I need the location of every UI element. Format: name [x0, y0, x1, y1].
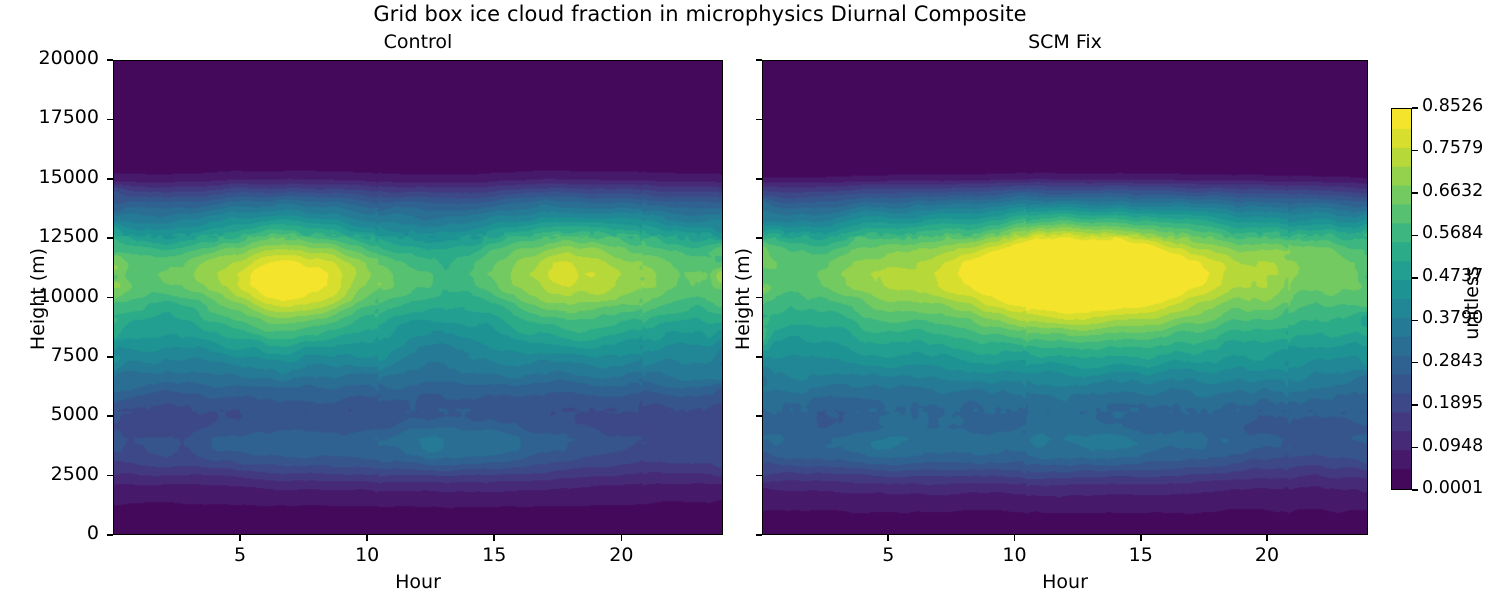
- x-tick-mark: [1013, 535, 1016, 541]
- x-tick-label: 20: [609, 544, 634, 566]
- colorbar-tick-mark: [1412, 404, 1418, 406]
- y-tick-mark: [107, 296, 113, 299]
- y-tick-mark: [756, 415, 762, 418]
- y-tick-label: 5000: [50, 403, 99, 426]
- y-tick-label: 7500: [50, 343, 99, 366]
- y-tick-mark: [107, 415, 113, 418]
- y-tick-mark: [756, 177, 762, 180]
- y-tick-label: 2500: [50, 462, 99, 485]
- colorbar[interactable]: [1391, 108, 1412, 490]
- x-tick-mark: [366, 535, 368, 541]
- colorbar-tick-label: 0.8526: [1422, 96, 1484, 116]
- x-tick-label: 5: [882, 544, 895, 566]
- colorbar-title: unitless: [1461, 266, 1483, 340]
- x-tick-mark: [1139, 535, 1142, 541]
- y-tick-mark: [756, 59, 762, 61]
- y-tick-mark: [756, 474, 762, 477]
- y-tick-mark: [107, 474, 113, 477]
- colorbar-tick-label: 0.1895: [1422, 393, 1484, 414]
- y-tick-mark: [107, 237, 113, 239]
- contour-canvas-scm-fix: [763, 61, 1367, 534]
- contour-canvas-control: [114, 61, 722, 534]
- y-tick-mark: [756, 237, 762, 239]
- y-tick-mark: [756, 534, 762, 536]
- x-tick-label: 10: [1002, 544, 1027, 566]
- colorbar-tick-label: 0.3790: [1422, 308, 1484, 329]
- y-tick-mark: [107, 59, 113, 61]
- colorbar-tick-mark: [1412, 489, 1418, 491]
- colorbar-tick-label: 0.2843: [1422, 350, 1484, 371]
- y-tick-mark: [756, 356, 762, 358]
- y-axis-label-scm-fix: Height (m): [732, 247, 754, 351]
- figure-suptitle: Grid box ice cloud fraction in microphys…: [373, 2, 1027, 26]
- y-tick-label: 20000: [38, 47, 99, 69]
- x-tick-mark: [620, 535, 623, 541]
- y-tick-label: 15000: [38, 165, 99, 188]
- panel-title-control: Control: [383, 31, 453, 53]
- colorbar-tick-mark: [1412, 149, 1418, 152]
- y-tick-label: 12500: [38, 225, 99, 248]
- x-tick-label: 15: [482, 544, 507, 566]
- x-tick-label: 10: [355, 544, 380, 566]
- y-tick-mark: [107, 356, 113, 358]
- colorbar-tick-mark: [1412, 361, 1418, 364]
- colorbar-tick-label: 0.0001: [1422, 478, 1484, 498]
- colorbar-tick-label: 0.0948: [1422, 435, 1484, 456]
- colorbar-tick-mark: [1412, 192, 1418, 194]
- y-tick-mark: [756, 118, 762, 121]
- x-tick-mark: [493, 535, 496, 541]
- y-tick-label: 17500: [38, 106, 99, 129]
- colorbar-tick-label: 0.6632: [1422, 180, 1484, 201]
- y-tick-mark: [107, 118, 113, 121]
- colorbar-tick-mark: [1412, 446, 1418, 449]
- y-tick-mark: [107, 534, 113, 536]
- x-axis-label-scm-fix: Hour: [1042, 571, 1088, 593]
- x-axis-label-control: Hour: [395, 571, 441, 593]
- x-tick-mark: [1266, 535, 1268, 541]
- colorbar-tick-mark: [1412, 234, 1418, 237]
- colorbar-tick-mark: [1412, 277, 1418, 279]
- plot-area-scm-fix[interactable]: [762, 60, 1368, 535]
- x-tick-mark: [887, 535, 890, 541]
- x-tick-mark: [239, 535, 241, 541]
- colorbar-tick-label: 0.7579: [1422, 138, 1484, 159]
- y-tick-label: 0: [86, 522, 99, 544]
- x-tick-label: 5: [234, 544, 247, 566]
- colorbar-tick-label: 0.4737: [1422, 265, 1484, 286]
- y-tick-label: 10000: [38, 284, 99, 307]
- colorbar-tick-label: 0.5684: [1422, 223, 1484, 244]
- panel-title-scm-fix: SCM Fix: [1028, 31, 1102, 53]
- x-tick-label: 15: [1128, 544, 1153, 566]
- colorbar-tick-mark: [1412, 319, 1418, 322]
- y-tick-mark: [107, 177, 113, 180]
- x-tick-label: 20: [1254, 544, 1280, 566]
- y-tick-mark: [756, 296, 762, 299]
- plot-area-control[interactable]: [113, 60, 723, 535]
- colorbar-gradient: [1392, 109, 1411, 489]
- colorbar-tick-mark: [1412, 107, 1418, 109]
